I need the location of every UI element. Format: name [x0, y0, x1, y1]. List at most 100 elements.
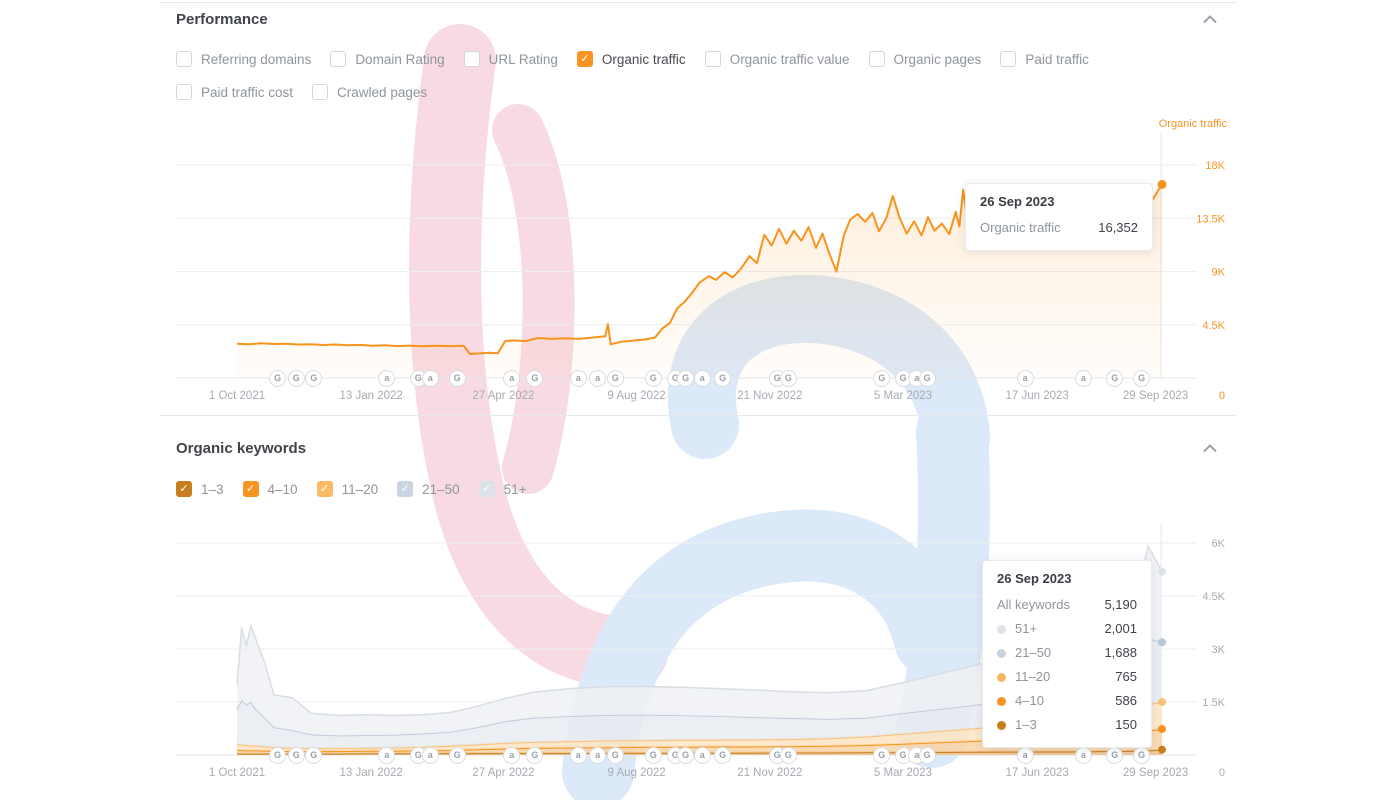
ahrefs-update-badge[interactable]: a: [421, 369, 439, 387]
ahrefs-update-badge[interactable]: a: [378, 746, 396, 764]
google-update-badge[interactable]: G: [873, 369, 891, 387]
checkbox-paid-traffic-cost[interactable]: Paid traffic cost: [176, 84, 293, 100]
google-update-badge[interactable]: G: [677, 369, 695, 387]
google-update-badge[interactable]: G: [526, 746, 544, 764]
checkbox-url-rating[interactable]: URL Rating: [463, 51, 558, 67]
x-axis-tick-label: 9 Aug 2022: [607, 390, 665, 402]
ahrefs-update-badge[interactable]: a: [503, 369, 521, 387]
ahrefs-update-badge[interactable]: a: [421, 746, 439, 764]
checkbox-label: Paid traffic cost: [201, 84, 294, 100]
unchecked-checkbox-icon: [868, 51, 885, 67]
ahrefs-update-badge[interactable]: a: [1074, 746, 1092, 764]
keyword-position-filters-row: ✓ 1–3 ✓ 4–10 ✓ 11–20 ✓ 21–50 ✓ 51+: [176, 481, 527, 497]
tooltip-row-1-3: 1–3 150: [997, 713, 1137, 737]
latest-point-marker: [1157, 180, 1167, 190]
ahrefs-update-badge[interactable]: a: [503, 746, 521, 764]
google-update-badge[interactable]: G: [677, 746, 695, 764]
ahrefs-update-badge[interactable]: a: [1016, 746, 1034, 764]
checkbox-organic-traffic[interactable]: ✓ Organic traffic: [576, 51, 686, 67]
checkbox-label: Organic traffic value: [729, 51, 850, 67]
google-update-badge[interactable]: G: [644, 746, 662, 764]
performance-metric-filters-row-2: Paid traffic cost Crawled pages: [176, 84, 427, 100]
section-divider-middle: [160, 415, 1237, 416]
keyword-band-21-50: [237, 638, 1162, 749]
ahrefs-update-badge[interactable]: a: [1016, 369, 1034, 387]
collapse-keywords-button[interactable]: [1199, 437, 1221, 460]
google-update-badge[interactable]: G: [1133, 746, 1151, 764]
ahrefs-update-badge[interactable]: a: [569, 746, 587, 764]
checked-checkbox-icon: ✓: [576, 51, 593, 67]
google-update-badge[interactable]: G: [287, 746, 305, 764]
x-axis-tick-label: 5 Mar 2023: [874, 767, 932, 779]
x-axis-tick-label: 21 Nov 2022: [737, 767, 802, 779]
google-update-badge[interactable]: G: [287, 369, 305, 387]
google-update-badge[interactable]: G: [305, 746, 323, 764]
ahrefs-update-badge[interactable]: a: [589, 369, 607, 387]
organic-keywords-chart: 6K 4.5K 3K 1.5K 0 1 Oct 2021 13 Jan 2022 27 Apr…: [175, 523, 1237, 785]
x-axis-tick-label: 13 Jan 2022: [339, 767, 402, 779]
y-axis-tick-label: 0: [1219, 767, 1225, 779]
organic-traffic-chart: Organic traffic 18K 13.5K 9K 4.5K 0 1 Oct 202…: [175, 118, 1237, 402]
checkbox-label: 51+: [503, 481, 527, 497]
checkbox-11-20[interactable]: ✓ 11–20: [316, 481, 378, 497]
x-axis-tick-label: 29 Sep 2023: [1123, 390, 1188, 402]
tooltip-series-label: 51+: [1015, 621, 1038, 636]
checkbox-organic-traffic-value[interactable]: Organic traffic value: [704, 51, 850, 67]
google-update-badge[interactable]: G: [448, 746, 466, 764]
ahrefs-update-badge[interactable]: a: [693, 369, 711, 387]
google-update-badge[interactable]: G: [1106, 746, 1124, 764]
x-axis-tick-label: 29 Sep 2023: [1123, 767, 1188, 779]
ahrefs-update-badge[interactable]: a: [589, 746, 607, 764]
google-update-badge[interactable]: G: [714, 746, 732, 764]
checkbox-paid-traffic[interactable]: Paid traffic: [1000, 51, 1089, 67]
series-color-dot-icon: [997, 672, 1006, 682]
series-color-dot-icon: [997, 624, 1006, 634]
google-update-badge[interactable]: G: [448, 369, 466, 387]
google-update-badge[interactable]: G: [526, 369, 544, 387]
google-update-badge[interactable]: G: [714, 369, 732, 387]
tooltip-row: Organic traffic 16,352: [980, 216, 1138, 240]
checkbox-label: Referring domains: [201, 51, 312, 67]
google-update-badge[interactable]: G: [606, 746, 624, 764]
checkbox-label: 1–3: [201, 481, 224, 497]
checkbox-51[interactable]: ✓ 51+: [478, 481, 527, 497]
checkbox-referring-domains[interactable]: Referring domains: [176, 51, 311, 67]
tooltip-series-value: 150: [1115, 717, 1137, 732]
google-update-badge[interactable]: G: [1133, 369, 1151, 387]
google-update-badge[interactable]: G: [606, 369, 624, 387]
checkbox-21-50[interactable]: ✓ 21–50: [397, 481, 460, 497]
google-update-badge[interactable]: G: [1106, 369, 1124, 387]
checkbox-domain-rating[interactable]: Domain Rating: [330, 51, 445, 67]
google-update-badge[interactable]: G: [269, 369, 287, 387]
latest-point-marker-21-50: [1158, 638, 1166, 647]
ahrefs-update-badge[interactable]: a: [569, 369, 587, 387]
ahrefs-update-badge[interactable]: a: [378, 369, 396, 387]
latest-point-marker-4-10: [1158, 724, 1166, 733]
y-axis-tick-label: 0: [1219, 390, 1225, 402]
tooltip-row-4-10: 4–10 586: [997, 689, 1137, 713]
keywords-section-title: Organic keywords: [176, 440, 307, 457]
google-update-badge[interactable]: G: [894, 746, 912, 764]
tooltip-series-value: 1,688: [1104, 645, 1137, 660]
tooltip-date: 26 Sep 2023: [997, 571, 1072, 586]
google-update-badge[interactable]: G: [918, 746, 936, 764]
checkbox-1-3[interactable]: ✓ 1–3: [176, 481, 224, 497]
ahrefs-update-badge[interactable]: a: [693, 746, 711, 764]
checkbox-organic-pages[interactable]: Organic pages: [868, 51, 981, 67]
ahrefs-update-badge[interactable]: a: [1074, 369, 1092, 387]
series-color-dot-icon: [997, 696, 1006, 706]
google-update-badge[interactable]: G: [918, 369, 936, 387]
x-axis-tick-label: 9 Aug 2022: [607, 767, 665, 779]
y-axis-tick-label: 6K: [1212, 538, 1226, 550]
google-update-badge[interactable]: G: [779, 369, 797, 387]
x-axis-tick-label: 1 Oct 2021: [209, 767, 265, 779]
x-axis-tick-label: 27 Apr 2022: [472, 390, 534, 402]
google-update-badge[interactable]: G: [305, 369, 323, 387]
google-update-badge[interactable]: G: [269, 746, 287, 764]
checkbox-crawled-pages[interactable]: Crawled pages: [312, 84, 427, 100]
google-update-badge[interactable]: G: [873, 746, 891, 764]
google-update-badge[interactable]: G: [644, 369, 662, 387]
collapse-performance-button[interactable]: [1199, 8, 1221, 31]
google-update-badge[interactable]: G: [779, 746, 797, 764]
checkbox-4-10[interactable]: ✓ 4–10: [242, 481, 298, 497]
